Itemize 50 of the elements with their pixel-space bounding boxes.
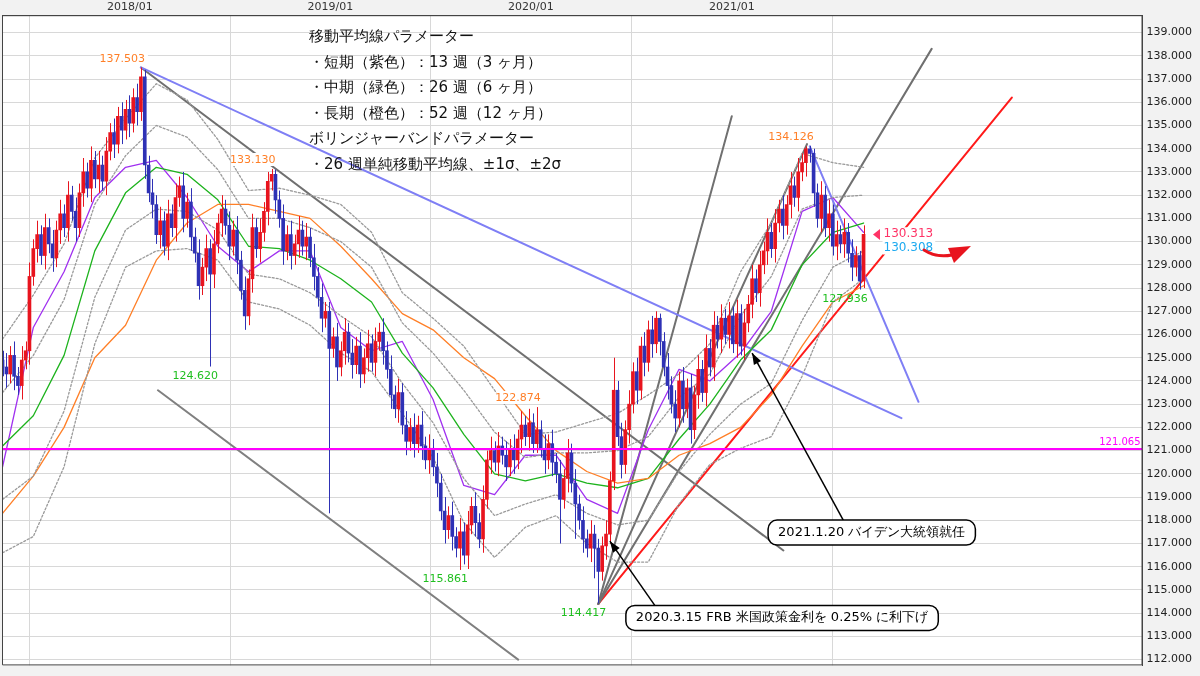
y-tick-label: 121.000 xyxy=(1146,443,1193,457)
y-tick-label: 118.000 xyxy=(1146,513,1193,527)
y-tick-label: 139.000 xyxy=(1146,25,1193,39)
y-tick-label: 133.000 xyxy=(1146,164,1193,178)
x-tick-label: 2021/01 xyxy=(708,0,755,14)
y-tick-label: 120.000 xyxy=(1146,466,1193,480)
y-tick-label: 113.000 xyxy=(1146,629,1193,643)
annotation: 134.126 xyxy=(768,130,814,144)
y-tick-label: 122.000 xyxy=(1146,420,1193,434)
y-tick-label: 117.000 xyxy=(1146,536,1193,550)
y-tick-label: 136.000 xyxy=(1146,95,1193,109)
y-tick-label: 135.000 xyxy=(1146,118,1193,132)
y-tick-label: 115.000 xyxy=(1146,582,1193,596)
annotation: 2020.3.15 FRB 米国政策金利を 0.25% に利下げ xyxy=(635,609,930,625)
annotation: 133.130 xyxy=(230,153,276,167)
y-tick-label: 125.000 xyxy=(1146,350,1193,364)
annotation: 移動平均線パラメーター xyxy=(309,27,474,46)
y-tick-label: 127.000 xyxy=(1146,304,1193,318)
y-tick-label: 130.000 xyxy=(1146,234,1193,248)
y-tick-label: 116.000 xyxy=(1146,559,1193,573)
y-tick-label: 124.000 xyxy=(1146,373,1193,387)
annotation: 2021.1.20 バイデン大統領就任 xyxy=(778,523,966,539)
y-tick-label: 132.000 xyxy=(1146,188,1193,202)
annotation: 115.861 xyxy=(422,572,468,586)
x-tick-label: 2020/01 xyxy=(507,0,554,14)
annotation: 130.313 xyxy=(883,226,934,241)
x-tick-label: 2018/01 xyxy=(107,0,153,14)
annotation: 137.503 xyxy=(99,51,145,65)
annotation: ・長期（橙色）：52 週（12 ヶ月） xyxy=(309,103,552,122)
annotation: ・中期（緑色）：26 週（6 ヶ月） xyxy=(309,78,543,97)
y-tick-label: 129.000 xyxy=(1146,257,1193,271)
annotation: ・26 週単純移動平均線、±1σ、±2σ xyxy=(309,154,562,173)
y-tick-label: 123.000 xyxy=(1146,397,1193,411)
x-tick-label: 2019/01 xyxy=(307,0,354,14)
y-tick-label: 126.000 xyxy=(1146,327,1193,341)
annotation: 122.874 xyxy=(495,391,541,405)
annotation: 130.308 xyxy=(883,239,934,254)
annotation: ・短期（紫色）：13 週（3 ヶ月） xyxy=(309,52,543,71)
annotation: 114.417 xyxy=(560,605,607,619)
y-tick-label: 128.000 xyxy=(1146,280,1193,294)
y-tick-label: 137.000 xyxy=(1146,71,1193,85)
y-tick-label: 138.000 xyxy=(1146,48,1193,62)
y-tick-label: 112.000 xyxy=(1146,652,1193,666)
y-tick-label: 119.000 xyxy=(1146,489,1193,503)
annotation: ボリンジャーバンドパラメーター xyxy=(309,129,534,148)
y-tick-label: 114.000 xyxy=(1146,606,1193,620)
y-tick-label: 134.000 xyxy=(1146,141,1193,155)
y-tick-label: 131.000 xyxy=(1146,211,1193,225)
ref-line-label: 121.065 xyxy=(1099,435,1141,447)
annotation: 124.620 xyxy=(172,368,219,382)
